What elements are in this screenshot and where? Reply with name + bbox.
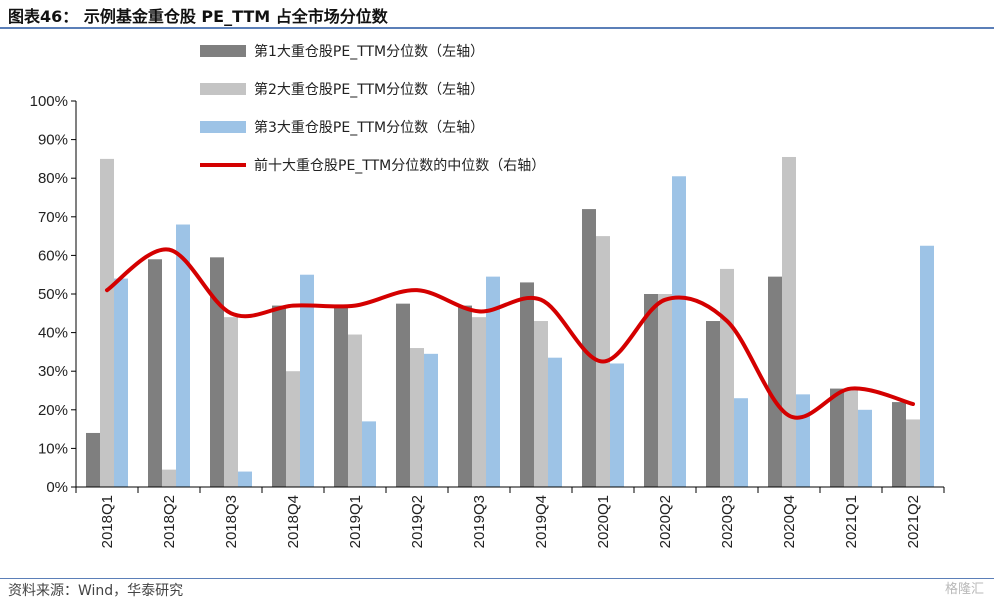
chart-title: 图表46： 示例基金重仓股 PE_TTM 占全市场分位数 (8, 7, 388, 26)
bar (210, 257, 224, 487)
legend-label: 第1大重仓股PE_TTM分位数（左轴） (254, 43, 484, 60)
bar (782, 156, 796, 487)
bar (238, 471, 252, 487)
bar (844, 388, 858, 487)
x-tick-label: 2020Q4 (781, 495, 798, 548)
bar (300, 274, 314, 487)
bar (830, 388, 844, 487)
y-tick-label: 40% (38, 325, 68, 342)
footer-divider (0, 578, 994, 579)
y-tick-label: 0% (46, 479, 68, 496)
y-tick-label: 70% (38, 209, 68, 226)
x-tick-label: 2019Q1 (347, 495, 364, 548)
median-line-path (105, 247, 915, 420)
bar (920, 245, 934, 487)
bar (148, 259, 162, 487)
x-tick-label: 2019Q3 (471, 495, 488, 548)
median-line (105, 247, 915, 420)
bar (334, 305, 348, 487)
x-tick-label: 2020Q1 (595, 495, 612, 548)
x-tick-label: 2021Q2 (905, 495, 922, 548)
legend-swatch (200, 83, 246, 95)
y-tick-label: 90% (38, 132, 68, 149)
x-tick-label: 2019Q2 (409, 495, 426, 548)
y-tick-label: 30% (38, 363, 68, 380)
x-tick-label: 2018Q1 (99, 495, 116, 548)
y-tick-label: 10% (38, 440, 68, 457)
legend: 第1大重仓股PE_TTM分位数（左轴） 第2大重仓股PE_TTM分位数（左轴） 第3… (200, 43, 545, 174)
bar (486, 276, 500, 487)
x-tick-label: 2021Q1 (843, 495, 860, 548)
watermark: 格隆汇 (944, 582, 984, 597)
bar (610, 363, 624, 487)
x-tick-label: 2020Q2 (657, 495, 674, 548)
bar (114, 278, 128, 487)
bar (272, 305, 286, 487)
source-note: 资料来源：Wind，华泰研究 (8, 583, 184, 599)
bar (644, 294, 658, 487)
x-axis: 2018Q1 2018Q2 2018Q3 2018Q4 2019Q1 2019Q2 2019… (75, 486, 945, 548)
x-tick-label: 2018Q3 (223, 495, 240, 548)
bar (162, 469, 176, 487)
chart: 第1大重仓股PE_TTM分位数（左轴） 第2大重仓股PE_TTM分位数（左轴） 第3… (30, 43, 945, 548)
bar (86, 432, 100, 487)
bar (396, 303, 410, 487)
bar (286, 371, 300, 487)
title-divider (0, 27, 994, 29)
bar (892, 402, 906, 487)
y-tick-label: 80% (38, 170, 68, 187)
x-tick-label: 2020Q3 (719, 495, 736, 548)
bar (768, 276, 782, 487)
bar (410, 348, 424, 487)
bar (362, 421, 376, 487)
bar (720, 268, 734, 487)
x-tick-label: 2018Q4 (285, 495, 302, 548)
legend-label: 第2大重仓股PE_TTM分位数（左轴） (254, 81, 484, 98)
y-tick-label: 100% (30, 93, 68, 110)
bar (458, 305, 472, 487)
bar (548, 357, 562, 487)
bar (472, 317, 486, 487)
bar (534, 321, 548, 487)
legend-swatch (200, 121, 246, 133)
bars (86, 156, 934, 487)
legend-label: 第3大重仓股PE_TTM分位数（左轴） (254, 119, 484, 136)
x-tick-label: 2018Q2 (161, 495, 178, 548)
bar (906, 419, 920, 487)
y-tick-label: 20% (38, 402, 68, 419)
bar (672, 176, 686, 487)
y-tick-label: 60% (38, 247, 68, 264)
bar (734, 398, 748, 487)
bar (796, 394, 810, 487)
bar (348, 334, 362, 487)
bar (100, 158, 114, 487)
y-axis: 0% 10% 20% 30% 40% 50% 60% 70% 80% 90% 100% (30, 93, 77, 496)
y-tick-label: 50% (38, 286, 68, 303)
legend-label: 前十大重仓股PE_TTM分位数的中位数（右轴） (254, 157, 545, 174)
bar (658, 294, 672, 487)
bar (520, 282, 534, 487)
bar (224, 317, 238, 487)
bar (706, 321, 720, 487)
bar (582, 209, 596, 487)
bar (424, 353, 438, 487)
bar (858, 409, 872, 487)
bar (176, 224, 190, 487)
legend-swatch (200, 45, 246, 57)
x-tick-label: 2019Q4 (533, 495, 550, 548)
